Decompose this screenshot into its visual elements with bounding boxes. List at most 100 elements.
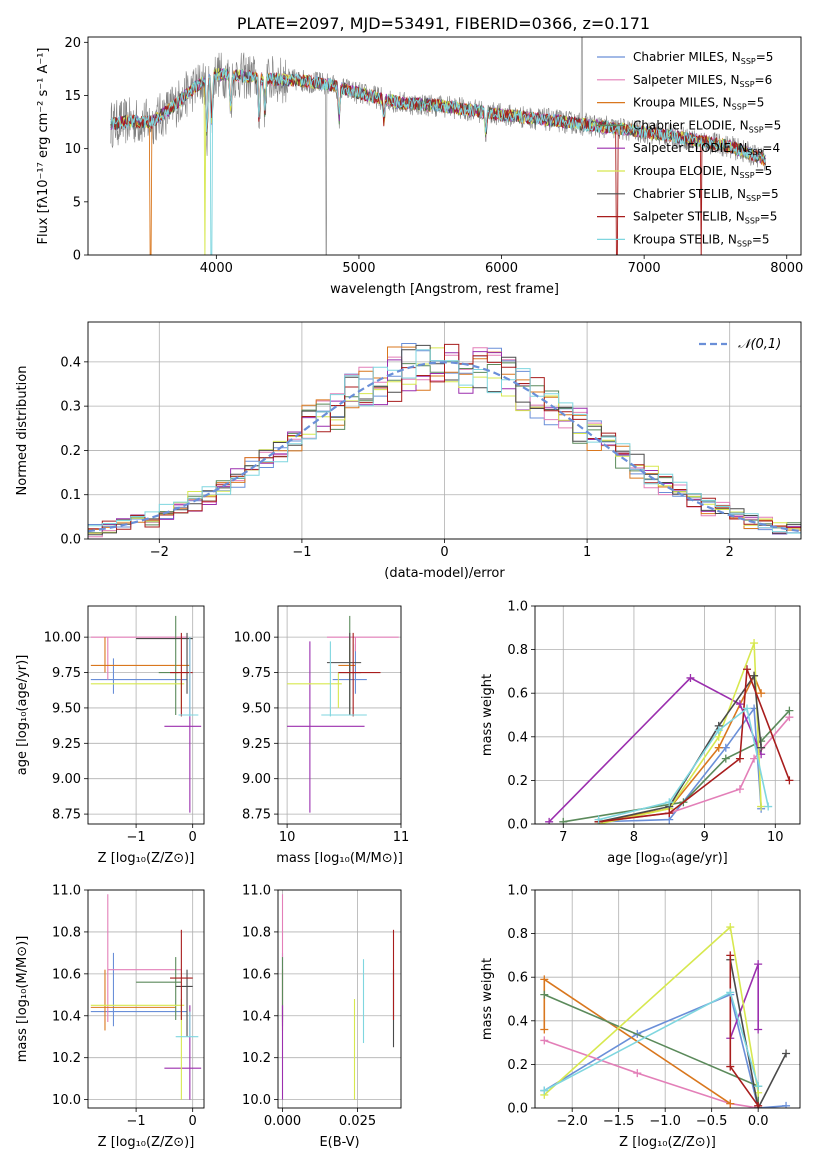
y-tick-label: 10.0 — [52, 1093, 81, 1108]
y-tick-label: 9.50 — [242, 701, 271, 716]
spectrum-panel: 4000 5000 6000 7000 8000 0 5 10 15 20 wavelength [… — [36, 36, 803, 297]
y-tick-label: 10.00 — [234, 631, 271, 646]
mass-weight-point — [754, 960, 763, 969]
y-tick-label: 0.0 — [60, 533, 81, 548]
y-tick-label: 0.4 — [507, 1014, 528, 1029]
y-tick-label: 0.2 — [507, 1058, 528, 1073]
mass-weight-point — [782, 1049, 791, 1058]
x-tick-label: 1 — [583, 545, 591, 560]
x-axis-label: age [log₁₀(age/yr)] — [607, 851, 728, 866]
mass-weight-line — [729, 959, 787, 1108]
y-tick-label: 11.0 — [242, 884, 271, 899]
mass-weight-point — [540, 1025, 549, 1034]
x-tick-label: 7000 — [628, 261, 661, 276]
mass-weight-point — [750, 639, 759, 648]
y-tick-label: 0.2 — [507, 774, 528, 789]
x-axis-label: Z [log₁₀(Z/Z⊙)] — [98, 851, 195, 866]
y-tick-label: 15 — [64, 89, 81, 104]
mass-vs-Z-panel: −1 0 10.0 10.2 10.4 10.6 10.8 11.0 Z [log₁₀(Z/Z⊙… — [15, 884, 205, 1150]
x-tick-label: 10 — [279, 830, 296, 845]
mass-vs-EBV-panel: 0.000 0.025 10.0 10.2 10.4 10.6 10.8 11.0 E(B-V) — [242, 884, 402, 1150]
y-tick-label: 0.4 — [507, 730, 528, 745]
x-tick-label: 0.0 — [748, 1114, 769, 1129]
mass-weight-line — [544, 1039, 759, 1108]
mass-weight-point — [735, 754, 744, 763]
y-tick-label: 0.8 — [507, 643, 528, 658]
mass-weight-point — [545, 817, 554, 824]
mass-weight-point — [757, 743, 766, 752]
y-tick-label: 0.4 — [60, 355, 81, 370]
legend-entry: Salpeter STELIB, NSSP=5 — [633, 210, 777, 226]
mass-weight-point — [726, 1099, 735, 1108]
x-tick-label: 6000 — [485, 261, 518, 276]
age-vs-Z-panel: −1 0 8.75 9.00 9.25 9.50 9.75 10.00 Z [log₁₀(Z/Z… — [15, 605, 205, 866]
x-tick-label: −1 — [292, 545, 311, 560]
y-tick-label: 0.8 — [507, 927, 528, 942]
observed-spectrum — [110, 37, 766, 255]
legend-entry: Kroupa STELIB, NSSP=5 — [633, 232, 770, 248]
y-tick-label: 0.1 — [60, 488, 81, 503]
mass-weight-point — [757, 802, 766, 811]
mass-weight-point — [721, 754, 730, 763]
y-tick-label: 0.0 — [507, 818, 528, 833]
y-tick-label: 1.0 — [507, 600, 528, 615]
plot-frame — [87, 605, 205, 825]
mass-weight-point — [743, 665, 751, 674]
mass-weight-point — [540, 1086, 549, 1095]
mass-weight-point — [726, 988, 735, 997]
plot-frame — [277, 889, 402, 1109]
y-tick-label: 8.75 — [242, 808, 271, 823]
y-tick-label: 0.6 — [507, 971, 528, 986]
figure-title: PLATE=2097, MJD=53491, FIBERID=0366, z=0… — [237, 14, 650, 33]
mass-weight-point — [754, 1082, 763, 1091]
mass-weight-line — [543, 991, 759, 1092]
y-tick-label: 10.2 — [52, 1051, 81, 1066]
plot-frame — [87, 321, 802, 540]
mass-weight-vs-age-panel: 7 8 9 10 0.0 0.2 0.4 0.6 0.8 1.0 age [log₁₀(age/yr… — [480, 600, 801, 866]
mass-weight-point — [782, 1101, 791, 1108]
y-tick-label: 10.4 — [242, 1009, 271, 1024]
x-tick-label: 9 — [700, 830, 708, 845]
plot-frame — [87, 36, 802, 256]
x-tick-label: 0.025 — [339, 1114, 376, 1129]
x-tick-label: 0 — [189, 1114, 197, 1129]
y-tick-label: 9.00 — [52, 772, 81, 787]
mass-weight-point — [785, 776, 794, 785]
mass-weight-line — [598, 673, 762, 823]
plot-frame — [534, 605, 801, 825]
mass-weight-point — [754, 1025, 763, 1034]
y-tick-label: 0.3 — [60, 400, 81, 415]
plot-frame — [534, 889, 801, 1109]
mass-weight-point — [633, 1069, 642, 1078]
y-tick-label: 10.0 — [242, 1093, 271, 1108]
x-tick-label: −0.5 — [696, 1114, 728, 1129]
y-tick-label: 9.50 — [52, 701, 81, 716]
y-axis-label: Flux [fλ10⁻¹⁷ erg cm⁻² s⁻¹ A⁻¹] — [36, 48, 51, 245]
mass-weight-point — [754, 1101, 763, 1108]
x-axis-label: wavelength [Angstrom, rest frame] — [330, 282, 559, 297]
y-tick-label: 9.25 — [52, 737, 81, 752]
mass-weight-point — [686, 673, 695, 682]
y-tick-label: 0.0 — [507, 1102, 528, 1117]
y-tick-label: 11.0 — [52, 884, 81, 899]
y-axis-label: mass [log₁₀(M/M⊙)] — [15, 936, 30, 1063]
residual-histogram — [88, 349, 801, 539]
y-tick-label: 8.75 — [52, 808, 81, 823]
x-tick-label: 0.000 — [264, 1114, 301, 1129]
y-tick-label: 9.75 — [242, 666, 271, 681]
mass-weight-point — [665, 798, 674, 807]
model-spectrum — [110, 67, 766, 255]
legend-entry: Kroupa MILES, NSSP=5 — [633, 96, 764, 112]
mass-weight-point — [726, 951, 735, 960]
x-tick-label: 2 — [726, 545, 734, 560]
x-tick-label: 7 — [559, 830, 567, 845]
x-tick-label: −1 — [127, 1114, 146, 1129]
x-tick-label: −1 — [127, 830, 146, 845]
mass-weight-point — [735, 700, 744, 709]
x-tick-label: 0 — [440, 545, 448, 560]
y-axis-label: mass weight — [480, 674, 495, 756]
mass-weight-point — [714, 726, 723, 735]
mass-weight-point — [559, 817, 568, 824]
mass-weight-point — [721, 743, 730, 752]
mass-weight-vs-Z-panel: −2.0 −1.5 −1.0 −0.5 0.0 0.0 0.2 0.4 0.6 0.8 1.0 Z [… — [480, 884, 801, 1150]
